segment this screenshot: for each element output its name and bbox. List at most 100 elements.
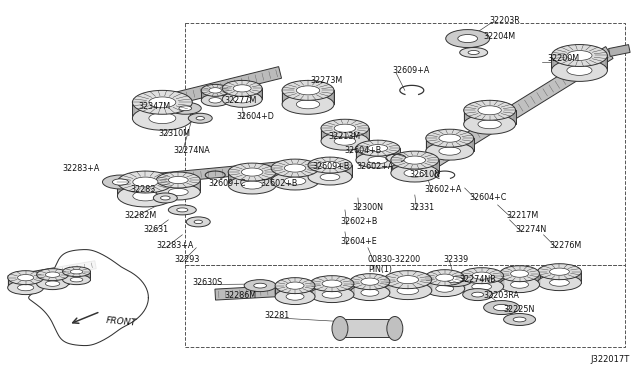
Text: 32200M: 32200M: [547, 54, 580, 63]
Ellipse shape: [310, 286, 354, 302]
Ellipse shape: [310, 276, 354, 292]
Ellipse shape: [478, 106, 501, 115]
Ellipse shape: [113, 179, 129, 185]
Ellipse shape: [156, 172, 200, 188]
Text: 32609+C: 32609+C: [208, 179, 246, 187]
Ellipse shape: [102, 175, 138, 189]
Text: 32217M: 32217M: [507, 211, 539, 220]
Polygon shape: [500, 274, 540, 285]
Ellipse shape: [17, 285, 34, 291]
Text: 32602+B: 32602+B: [260, 179, 298, 187]
Ellipse shape: [45, 272, 60, 278]
Text: 32347M: 32347M: [138, 102, 170, 111]
Ellipse shape: [154, 193, 177, 203]
Polygon shape: [201, 90, 229, 100]
Ellipse shape: [567, 51, 592, 60]
Polygon shape: [271, 168, 319, 181]
Polygon shape: [228, 172, 276, 185]
Ellipse shape: [156, 184, 200, 200]
Polygon shape: [156, 180, 200, 192]
Ellipse shape: [538, 264, 581, 280]
Ellipse shape: [179, 106, 191, 111]
Ellipse shape: [513, 317, 526, 322]
Ellipse shape: [321, 119, 369, 137]
Polygon shape: [8, 278, 44, 288]
Ellipse shape: [387, 317, 403, 340]
Text: 32604+C: 32604+C: [470, 193, 507, 202]
Ellipse shape: [275, 289, 315, 305]
Text: 32339: 32339: [444, 255, 469, 264]
Text: 32630S: 32630S: [192, 278, 223, 287]
Ellipse shape: [209, 88, 221, 93]
Ellipse shape: [321, 132, 369, 150]
Ellipse shape: [17, 275, 34, 281]
Ellipse shape: [511, 281, 529, 288]
Text: 32277M: 32277M: [224, 96, 257, 105]
Text: 32609+A: 32609+A: [393, 66, 430, 75]
Ellipse shape: [133, 177, 158, 187]
Ellipse shape: [350, 274, 390, 290]
Ellipse shape: [567, 65, 592, 76]
Ellipse shape: [241, 168, 263, 176]
Ellipse shape: [464, 114, 516, 134]
Text: 32310M: 32310M: [158, 129, 190, 138]
Ellipse shape: [445, 30, 490, 48]
Ellipse shape: [36, 269, 68, 280]
Ellipse shape: [436, 274, 454, 281]
Ellipse shape: [550, 279, 570, 286]
Text: J322017T: J322017T: [590, 355, 629, 364]
Ellipse shape: [161, 196, 170, 200]
Ellipse shape: [286, 293, 304, 300]
Text: 32631: 32631: [143, 225, 168, 234]
Polygon shape: [282, 90, 334, 104]
Ellipse shape: [308, 169, 352, 185]
Ellipse shape: [332, 317, 348, 340]
Polygon shape: [350, 282, 390, 293]
Ellipse shape: [209, 97, 221, 103]
Ellipse shape: [463, 289, 493, 301]
Polygon shape: [416, 46, 613, 176]
Ellipse shape: [271, 172, 319, 190]
Ellipse shape: [552, 45, 607, 67]
Ellipse shape: [384, 271, 432, 289]
Ellipse shape: [118, 171, 173, 193]
Ellipse shape: [493, 304, 509, 311]
Ellipse shape: [275, 278, 315, 294]
Polygon shape: [538, 272, 581, 283]
Ellipse shape: [320, 161, 340, 169]
Ellipse shape: [8, 271, 44, 285]
Ellipse shape: [201, 94, 229, 106]
Ellipse shape: [350, 285, 390, 301]
Ellipse shape: [460, 279, 504, 295]
Text: 32610N: 32610N: [410, 170, 441, 179]
Text: 32300N: 32300N: [352, 203, 383, 212]
Ellipse shape: [284, 164, 306, 172]
Ellipse shape: [384, 282, 432, 299]
Ellipse shape: [63, 275, 90, 285]
Text: 32293: 32293: [174, 255, 200, 264]
Polygon shape: [460, 276, 504, 286]
Ellipse shape: [70, 278, 83, 282]
Polygon shape: [222, 89, 262, 99]
Ellipse shape: [201, 84, 229, 96]
Ellipse shape: [8, 280, 44, 295]
Ellipse shape: [186, 217, 210, 227]
Ellipse shape: [397, 286, 419, 295]
Text: 32282M: 32282M: [124, 211, 157, 220]
Ellipse shape: [177, 208, 188, 212]
Ellipse shape: [472, 283, 492, 290]
Text: 32602+A: 32602+A: [425, 186, 462, 195]
Ellipse shape: [241, 181, 263, 189]
Ellipse shape: [426, 142, 474, 160]
Ellipse shape: [334, 137, 356, 145]
Ellipse shape: [472, 272, 492, 279]
Text: 32286M: 32286M: [224, 291, 257, 300]
Ellipse shape: [63, 267, 90, 277]
Text: 32276M: 32276M: [550, 241, 582, 250]
Text: 32203RA: 32203RA: [484, 291, 520, 300]
Ellipse shape: [282, 94, 334, 114]
Ellipse shape: [188, 113, 212, 123]
Ellipse shape: [70, 269, 83, 274]
Polygon shape: [118, 160, 298, 187]
Ellipse shape: [149, 113, 176, 124]
